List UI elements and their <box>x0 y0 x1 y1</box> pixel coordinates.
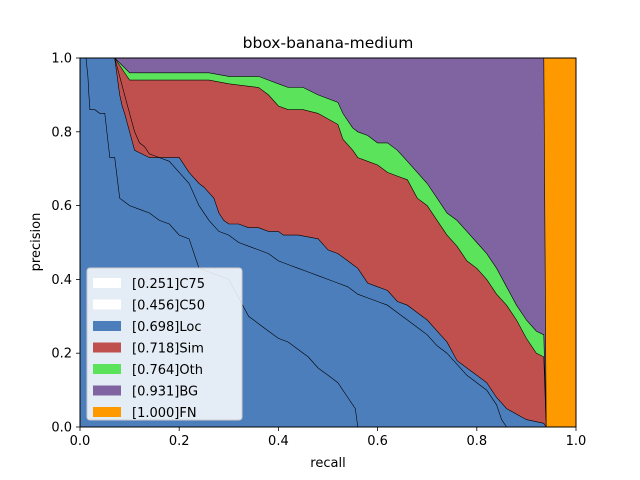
y-tick-label: 0.2 <box>51 347 72 362</box>
legend-swatch <box>93 407 121 417</box>
x-tick-label: 0.2 <box>169 434 190 449</box>
curve-0-698-loc <box>80 57 547 428</box>
x-tick-label: 0.0 <box>70 434 91 449</box>
y-axis-label: precision <box>29 213 44 272</box>
legend-entry: [0.698]Loc <box>132 320 201 335</box>
x-axis: 0.0 0.2 0.4 0.6 0.8 1.0 <box>70 427 587 449</box>
legend-swatch <box>93 299 121 310</box>
plot-frame <box>79 57 577 428</box>
legend-entry: [0.251]C75 <box>132 277 205 292</box>
legend-swatch <box>93 278 121 288</box>
y-tick-label: 1.0 <box>51 52 72 67</box>
y-tick-label: 0.0 <box>51 421 72 436</box>
y-axis: 0.0 0.2 0.4 0.6 0.8 1.0 <box>51 52 80 436</box>
y-tick-label: 0.8 <box>51 125 72 140</box>
curve-0-764-oth <box>80 57 547 428</box>
chart-title: bbox-banana-medium <box>243 34 414 52</box>
x-tick-label: 0.4 <box>268 434 289 449</box>
legend-entry: [0.764]Oth <box>132 363 203 378</box>
legend-frame <box>86 267 243 421</box>
legend-swatch <box>93 321 121 331</box>
y-tick-label: 0.4 <box>51 273 72 288</box>
legend-swatch <box>93 342 121 353</box>
x-axis-label: recall <box>310 456 345 471</box>
legend: [0.251]C75 [0.456]C50 [0.698]Loc [0.718]Sim… <box>86 267 243 421</box>
legend-entry: [0.931]BG <box>132 385 198 400</box>
curve-0-251-c75 <box>80 57 359 428</box>
legend-swatch <box>93 385 121 396</box>
legend-entry: [0.718]Sim <box>132 342 204 357</box>
curve-0-456-c50 <box>80 57 507 428</box>
x-tick-label: 1.0 <box>566 434 587 449</box>
legend-entry: [1.000]FN <box>132 406 197 421</box>
x-tick-label: 0.6 <box>367 434 388 449</box>
y-tick-label: 0.6 <box>51 199 72 214</box>
curve-0-718-sim <box>80 57 547 428</box>
legend-entry: [0.456]C50 <box>132 299 205 314</box>
x-tick-label: 0.8 <box>466 434 487 449</box>
legend-swatch <box>93 364 121 374</box>
